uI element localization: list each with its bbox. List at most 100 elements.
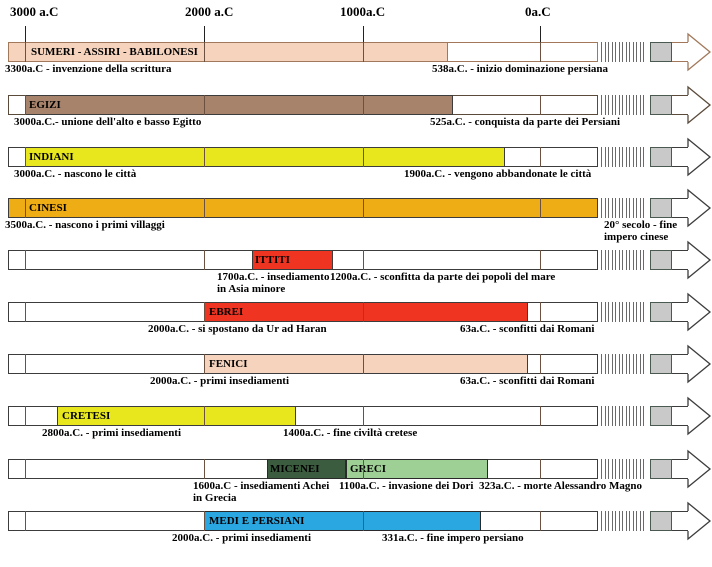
arrow-tail bbox=[672, 511, 688, 531]
timeline-break-icon bbox=[601, 42, 647, 62]
era-segment-label: EBREI bbox=[209, 306, 244, 318]
timeline-row-micenei-greci: MICENEI GRECI 1600a.C - insediamenti Ach… bbox=[0, 449, 712, 505]
era-segment-egizi: EGIZI bbox=[25, 95, 453, 115]
era-segment-cretesi: CRETESI bbox=[57, 406, 296, 426]
timeline-break-icon bbox=[601, 354, 647, 374]
grid-line bbox=[204, 147, 205, 167]
grid-line bbox=[540, 95, 541, 115]
grid-line bbox=[25, 147, 26, 167]
grid-line bbox=[540, 302, 541, 322]
grid-line bbox=[540, 354, 541, 374]
grid-line bbox=[363, 459, 364, 479]
axis-label-3000ac: 3000 a.C bbox=[10, 4, 59, 19]
annotation: 2000a.C. - si spostano da Ur ad Haran bbox=[148, 323, 327, 335]
arrowhead-icon bbox=[687, 188, 712, 228]
grid-line bbox=[204, 302, 205, 322]
grid-line bbox=[363, 354, 364, 374]
era-segment-micenei: MICENEI bbox=[267, 459, 346, 479]
arrow-tail bbox=[672, 302, 688, 322]
era-segment-label: MEDI E PERSIANI bbox=[209, 515, 305, 527]
timeline-row-indiani: INDIANI 3000a.C. - nascono le città 1900… bbox=[0, 137, 712, 193]
annotation: 538a.C. - inizio dominazione persiana bbox=[432, 63, 609, 75]
arrow-tail bbox=[672, 147, 688, 167]
timeline-row-ebrei: EBREI 2000a.C. - si spostano da Ur ad Ha… bbox=[0, 292, 712, 348]
era-segment-cinesi: CINESI bbox=[8, 198, 598, 218]
gray-block bbox=[650, 95, 672, 115]
grid-line bbox=[204, 42, 205, 62]
annotation: 323a.C. - morte Alessandro Magno bbox=[479, 480, 642, 492]
grid-line bbox=[204, 406, 205, 426]
grid-line bbox=[363, 250, 364, 270]
grid-line bbox=[540, 198, 541, 218]
era-segment-greci: GRECI bbox=[346, 459, 488, 479]
grid-line bbox=[25, 511, 26, 531]
grid-line bbox=[204, 511, 205, 531]
axis-tick-0 bbox=[540, 26, 541, 42]
gray-block bbox=[650, 354, 672, 374]
timeline-break-icon bbox=[601, 459, 647, 479]
grid-line bbox=[25, 354, 26, 374]
era-segment-label: FENICI bbox=[209, 358, 248, 370]
annotation: 2000a.C. - primi insediamenti bbox=[172, 532, 312, 544]
annotation: 1100a.C. - invasione dei Dori bbox=[339, 480, 474, 492]
era-segment-indiani: INDIANI bbox=[25, 147, 505, 167]
arrow-tail bbox=[672, 198, 688, 218]
era-segment-label: INDIANI bbox=[29, 151, 74, 163]
timeline-break-icon bbox=[601, 302, 647, 322]
grid-line bbox=[204, 95, 205, 115]
gray-block bbox=[650, 147, 672, 167]
gray-block bbox=[650, 459, 672, 479]
annotation: 1400a.C. - fine civiltà cretese bbox=[283, 427, 418, 439]
grid-line bbox=[540, 147, 541, 167]
grid-line bbox=[540, 459, 541, 479]
timeline-row-fenici: FENICI 2000a.C. - primi insediamenti 63a… bbox=[0, 344, 712, 400]
arrowhead-icon bbox=[687, 344, 712, 384]
timeline-break-icon bbox=[601, 250, 647, 270]
arrow-tail bbox=[672, 406, 688, 426]
era-segment-sumeri: SUMERI - ASSIRI - BABILONESI bbox=[8, 42, 448, 62]
annotation: 525a.C. - conquista da parte dei Persian… bbox=[430, 116, 621, 128]
arrow-tail bbox=[672, 354, 688, 374]
grid-line bbox=[363, 302, 364, 322]
timeline-row-egizi: EGIZI 3000a.C.- unione dell'alto e basso… bbox=[0, 85, 712, 141]
annotation: 3000a.C. - nascono le città bbox=[14, 168, 137, 180]
arrow-tail bbox=[672, 250, 688, 270]
grid-line bbox=[363, 42, 364, 62]
arrowhead-icon bbox=[687, 137, 712, 177]
era-segment-label: SUMERI - ASSIRI - BABILONESI bbox=[31, 46, 198, 58]
annotation: 2800a.C. - primi insediamenti bbox=[42, 427, 182, 439]
arrow-tail bbox=[672, 95, 688, 115]
arrowhead-icon bbox=[687, 396, 712, 436]
grid-line bbox=[25, 406, 26, 426]
annotation: 3300a.C - invenzione della scrittura bbox=[5, 63, 172, 75]
timeline-row-ittiti: ITTITI 1700a.C. - insediamento in Asia m… bbox=[0, 240, 712, 296]
grid-line bbox=[25, 302, 26, 322]
axis-tick-2000 bbox=[204, 26, 205, 42]
axis-label-0ac: 0a.C bbox=[525, 4, 551, 19]
annotation: 1600a.C - insediamenti Achei in Grecia bbox=[193, 480, 330, 504]
annotation: 2000a.C. - primi insediamenti bbox=[150, 375, 290, 387]
annotation: 1900a.C. - vengono abbandonate le città bbox=[404, 168, 592, 180]
annotation: 63a.C. - sconfitti dai Romani bbox=[460, 375, 595, 387]
timeline-row-cinesi: CINESI 3500a.C. - nascono i primi villag… bbox=[0, 188, 712, 244]
annotation: 3000a.C.- unione dell'alto e basso Egitt… bbox=[14, 116, 202, 128]
gray-block bbox=[650, 42, 672, 62]
grid-line bbox=[363, 95, 364, 115]
era-segment-fenici: FENICI bbox=[204, 354, 528, 374]
arrowhead-icon bbox=[687, 501, 712, 541]
era-segment-label: ITTITI bbox=[255, 254, 290, 266]
grid-line bbox=[540, 250, 541, 270]
era-segment-medi-persiani: MEDI E PERSIANI bbox=[204, 511, 481, 531]
timeline-break-icon bbox=[601, 406, 647, 426]
arrow-tail bbox=[672, 459, 688, 479]
timeline-row-sumeri: SUMERI - ASSIRI - BABILONESI 3300a.C - i… bbox=[0, 32, 712, 88]
annotation: 1200a.C. - sconfitta da parte dei popoli… bbox=[330, 271, 556, 283]
timeline-break-icon bbox=[601, 511, 647, 531]
era-segment-ebrei: EBREI bbox=[204, 302, 528, 322]
era-segment-ittiti: ITTITI bbox=[252, 250, 333, 270]
gray-block bbox=[650, 406, 672, 426]
arrowhead-icon bbox=[687, 32, 712, 72]
grid-line bbox=[363, 511, 364, 531]
axis-tick-1000 bbox=[363, 26, 364, 42]
